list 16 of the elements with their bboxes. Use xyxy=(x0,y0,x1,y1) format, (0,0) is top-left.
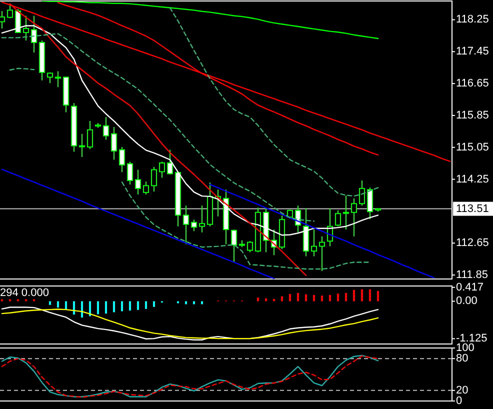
y-tick-label: 115.05 xyxy=(456,141,489,154)
annotation: 294 0.000 xyxy=(0,287,49,299)
y-tick-label: 118.25 xyxy=(456,14,489,26)
y-tick-label: 111.85 xyxy=(456,269,488,282)
y-tick-label: 0 xyxy=(456,395,462,407)
y-tick-label: 20 xyxy=(456,384,468,396)
y-tick-label: 115.85 xyxy=(456,109,489,122)
y-tick-label: 80 xyxy=(456,352,468,365)
y-tick-label: 100 xyxy=(456,342,474,354)
ref-line-label: 113.51 xyxy=(456,202,489,215)
y-tick-label: 117.45 xyxy=(456,46,489,58)
y-tick-label: 0.00 xyxy=(456,295,478,308)
y-tick-label: 114.25 xyxy=(456,173,489,186)
y-tick-label: 116.65 xyxy=(456,78,489,90)
y-tick-label: 0.417 xyxy=(456,281,484,294)
y-tick-label: 112.65 xyxy=(456,237,489,250)
